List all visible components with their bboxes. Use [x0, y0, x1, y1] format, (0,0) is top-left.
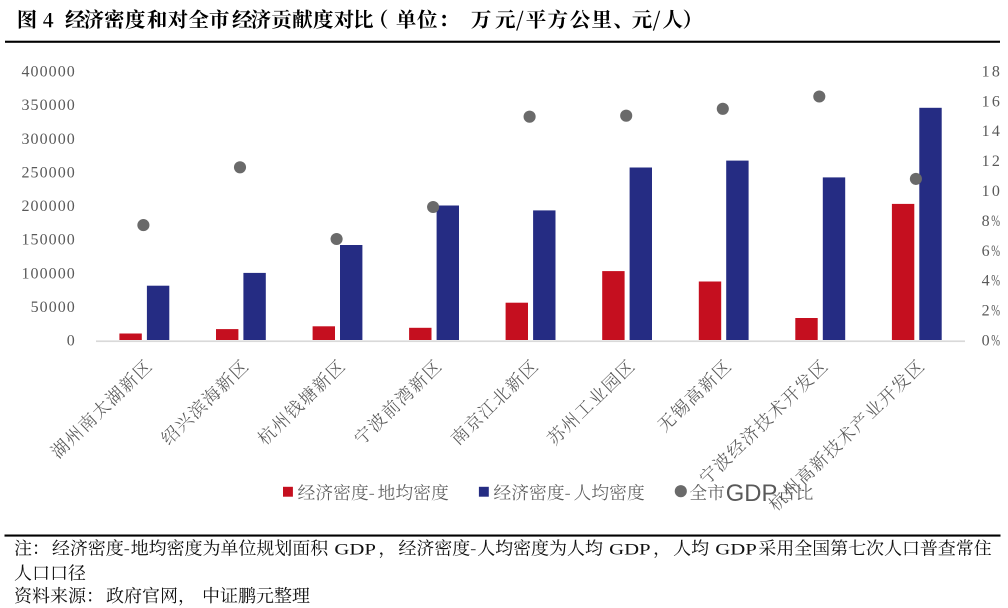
svg-text:GDP: GDP [334, 542, 376, 559]
svg-text:0: 0 [67, 333, 75, 350]
svg-text:200000: 200000 [22, 198, 75, 215]
svg-text:250000: 250000 [22, 164, 75, 181]
svg-text:%: % [991, 242, 1000, 260]
svg-text:GDP: GDP [726, 480, 778, 507]
svg-text:8: 8 [982, 213, 990, 230]
svg-text:%: % [991, 331, 1000, 349]
svg-text:350000: 350000 [22, 97, 75, 114]
svg-text:2: 2 [982, 303, 990, 320]
svg-text:0: 0 [982, 333, 990, 350]
svg-text:150000: 150000 [22, 232, 75, 249]
svg-text:300000: 300000 [22, 131, 75, 148]
svg-text:%: % [991, 301, 1000, 319]
svg-text:100000: 100000 [22, 265, 75, 282]
svg-text:GDP: GDP [609, 542, 651, 559]
svg-text:4: 4 [982, 273, 990, 290]
svg-text:%: % [991, 212, 1000, 230]
svg-text:50000: 50000 [31, 299, 75, 316]
svg-text:400000: 400000 [22, 64, 75, 81]
svg-text:6: 6 [982, 243, 990, 260]
svg-text:GDP: GDP [715, 542, 757, 559]
svg-text:%: % [991, 272, 1000, 290]
